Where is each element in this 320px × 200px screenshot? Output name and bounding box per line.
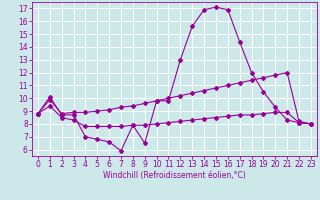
X-axis label: Windchill (Refroidissement éolien,°C): Windchill (Refroidissement éolien,°C) <box>103 171 246 180</box>
